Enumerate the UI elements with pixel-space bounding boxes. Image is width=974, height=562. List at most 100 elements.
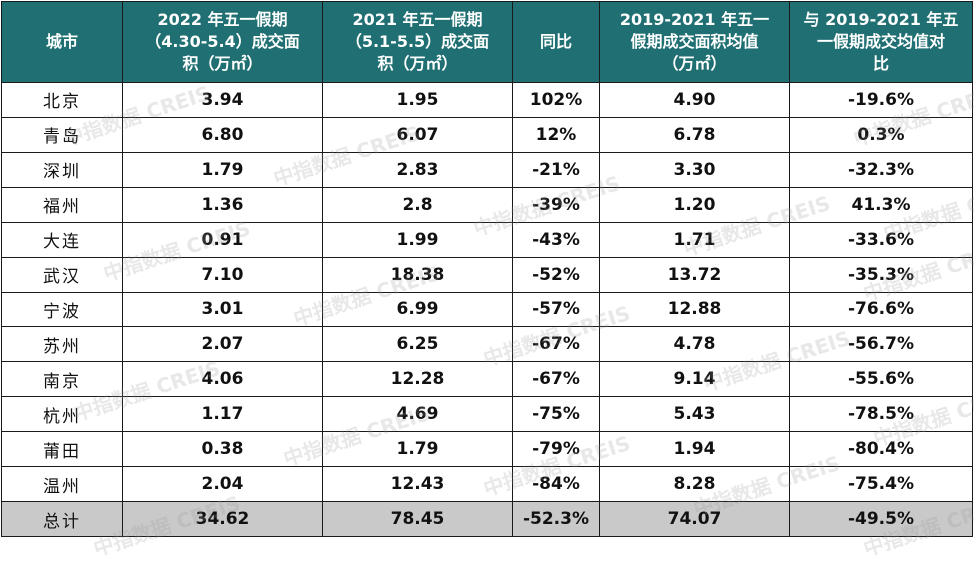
area-2022-cell: 3.94 xyxy=(122,82,323,118)
header-city: 城市 xyxy=(1,1,123,83)
area-2022-cell: 3.01 xyxy=(122,291,323,328)
area-2022-cell: 0.91 xyxy=(122,221,323,258)
avg-cell: 1.20 xyxy=(599,186,790,223)
area-2021-cell: 6.25 xyxy=(322,326,513,363)
area-2021-cell: 6.99 xyxy=(322,291,513,328)
area-2022-cell: 0.38 xyxy=(122,431,323,468)
avg-cell: 8.28 xyxy=(599,466,790,503)
city-cell: 大连 xyxy=(1,221,123,258)
vs-avg-cell: -56.7% xyxy=(789,326,973,363)
table-row: 福州 1.36 2.8 -39% 1.20 41.3% xyxy=(1,186,973,223)
table-row: 大连 0.91 1.99 -43% 1.71 -33.6% xyxy=(1,221,973,258)
header-2019-2021-avg: 2019-2021 年五一 假期成交面积均值 （万㎡） xyxy=(599,1,790,83)
yoy-cell: -84% xyxy=(512,466,600,503)
yoy-cell: -67% xyxy=(512,326,600,363)
area-2022-cell: 2.07 xyxy=(122,326,323,363)
yoy-cell: -75% xyxy=(512,396,600,433)
area-2022-cell: 7.10 xyxy=(122,256,323,293)
area-2022-cell: 1.36 xyxy=(122,186,323,223)
city-cell: 苏州 xyxy=(1,326,123,363)
area-2021-cell: 78.45 xyxy=(322,501,513,537)
area-2021-cell: 2.83 xyxy=(322,151,513,188)
header-2021-area: 2021 年五一假期 （5.1-5.5）成交面 积（万㎡） xyxy=(322,1,513,83)
city-cell: 武汉 xyxy=(1,256,123,293)
vs-avg-cell: -49.5% xyxy=(789,501,973,537)
avg-cell: 4.90 xyxy=(599,82,790,118)
yoy-cell: -52% xyxy=(512,256,600,293)
table-row: 青岛 6.80 6.07 12% 6.78 0.3% xyxy=(1,116,973,153)
area-2022-cell: 2.04 xyxy=(122,466,323,503)
avg-cell: 3.30 xyxy=(599,151,790,188)
yoy-cell: 12% xyxy=(512,116,600,153)
header-vs-avg: 与 2019-2021 年五 一假期成交均值对比 xyxy=(789,1,973,83)
area-2021-cell: 12.28 xyxy=(322,361,513,398)
vs-avg-cell: -55.6% xyxy=(789,361,973,398)
avg-cell: 13.72 xyxy=(599,256,790,293)
area-2021-cell: 18.38 xyxy=(322,256,513,293)
vs-avg-cell: -32.3% xyxy=(789,151,973,188)
vs-avg-cell: 41.3% xyxy=(789,186,973,223)
land-transaction-table: 城市 2022 年五一假期 （4.30-5.4）成交面 积（万㎡） 2021 年五一… xyxy=(1,1,973,537)
vs-avg-cell: -19.6% xyxy=(789,82,973,118)
avg-cell: 4.78 xyxy=(599,326,790,363)
area-2021-cell: 1.95 xyxy=(322,82,513,118)
area-2022-cell: 1.79 xyxy=(122,151,323,188)
table-row: 宁波 3.01 6.99 -57% 12.88 -76.6% xyxy=(1,291,973,328)
area-2021-cell: 1.79 xyxy=(322,431,513,468)
yoy-cell: -67% xyxy=(512,361,600,398)
city-cell: 温州 xyxy=(1,466,123,503)
header-row: 城市 2022 年五一假期 （4.30-5.4）成交面 积（万㎡） 2021 年五一… xyxy=(1,1,973,83)
city-cell: 莆田 xyxy=(1,431,123,468)
table-row: 莆田 0.38 1.79 -79% 1.94 -80.4% xyxy=(1,431,973,468)
city-cell: 福州 xyxy=(1,186,123,223)
yoy-cell: 102% xyxy=(512,82,600,118)
area-2022-cell: 4.06 xyxy=(122,361,323,398)
area-2021-cell: 4.69 xyxy=(322,396,513,433)
area-2021-cell: 1.99 xyxy=(322,221,513,258)
area-2022-cell: 34.62 xyxy=(122,501,323,537)
vs-avg-cell: -78.5% xyxy=(789,396,973,433)
vs-avg-cell: -33.6% xyxy=(789,221,973,258)
area-2022-cell: 6.80 xyxy=(122,116,323,153)
table-row: 苏州 2.07 6.25 -67% 4.78 -56.7% xyxy=(1,326,973,363)
avg-cell: 9.14 xyxy=(599,361,790,398)
area-2022-cell: 1.17 xyxy=(122,396,323,433)
city-cell: 杭州 xyxy=(1,396,123,433)
yoy-cell: -39% xyxy=(512,186,600,223)
vs-avg-cell: 0.3% xyxy=(789,116,973,153)
table-row: 温州 2.04 12.43 -84% 8.28 -75.4% xyxy=(1,466,973,503)
yoy-cell: -79% xyxy=(512,431,600,468)
table-row: 北京 3.94 1.95 102% 4.90 -19.6% xyxy=(1,82,973,118)
yoy-cell: -43% xyxy=(512,221,600,258)
yoy-cell: -21% xyxy=(512,151,600,188)
avg-cell: 1.94 xyxy=(599,431,790,468)
total-row: 总计 34.62 78.45 -52.3% 74.07 -49.5% xyxy=(1,501,973,537)
avg-cell: 6.78 xyxy=(599,116,790,153)
avg-cell: 12.88 xyxy=(599,291,790,328)
yoy-cell: -57% xyxy=(512,291,600,328)
city-cell: 总计 xyxy=(1,501,123,537)
header-yoy: 同比 xyxy=(512,1,600,83)
table-row: 武汉 7.10 18.38 -52% 13.72 -35.3% xyxy=(1,256,973,293)
yoy-cell: -52.3% xyxy=(512,501,600,537)
city-cell: 北京 xyxy=(1,82,123,118)
area-2021-cell: 12.43 xyxy=(322,466,513,503)
header-2022-area: 2022 年五一假期 （4.30-5.4）成交面 积（万㎡） xyxy=(122,1,323,83)
city-cell: 青岛 xyxy=(1,116,123,153)
avg-cell: 1.71 xyxy=(599,221,790,258)
table-row: 南京 4.06 12.28 -67% 9.14 -55.6% xyxy=(1,361,973,398)
table-row: 深圳 1.79 2.83 -21% 3.30 -32.3% xyxy=(1,151,973,188)
vs-avg-cell: -35.3% xyxy=(789,256,973,293)
avg-cell: 5.43 xyxy=(599,396,790,433)
area-2021-cell: 6.07 xyxy=(322,116,513,153)
city-cell: 宁波 xyxy=(1,291,123,328)
avg-cell: 74.07 xyxy=(599,501,790,537)
area-2021-cell: 2.8 xyxy=(322,186,513,223)
city-cell: 南京 xyxy=(1,361,123,398)
vs-avg-cell: -80.4% xyxy=(789,431,973,468)
vs-avg-cell: -75.4% xyxy=(789,466,973,503)
city-cell: 深圳 xyxy=(1,151,123,188)
vs-avg-cell: -76.6% xyxy=(789,291,973,328)
table-row: 杭州 1.17 4.69 -75% 5.43 -78.5% xyxy=(1,396,973,433)
table-body: 北京 3.94 1.95 102% 4.90 -19.6% 青岛 6.80 6.07 12% 6.7… xyxy=(1,82,973,537)
